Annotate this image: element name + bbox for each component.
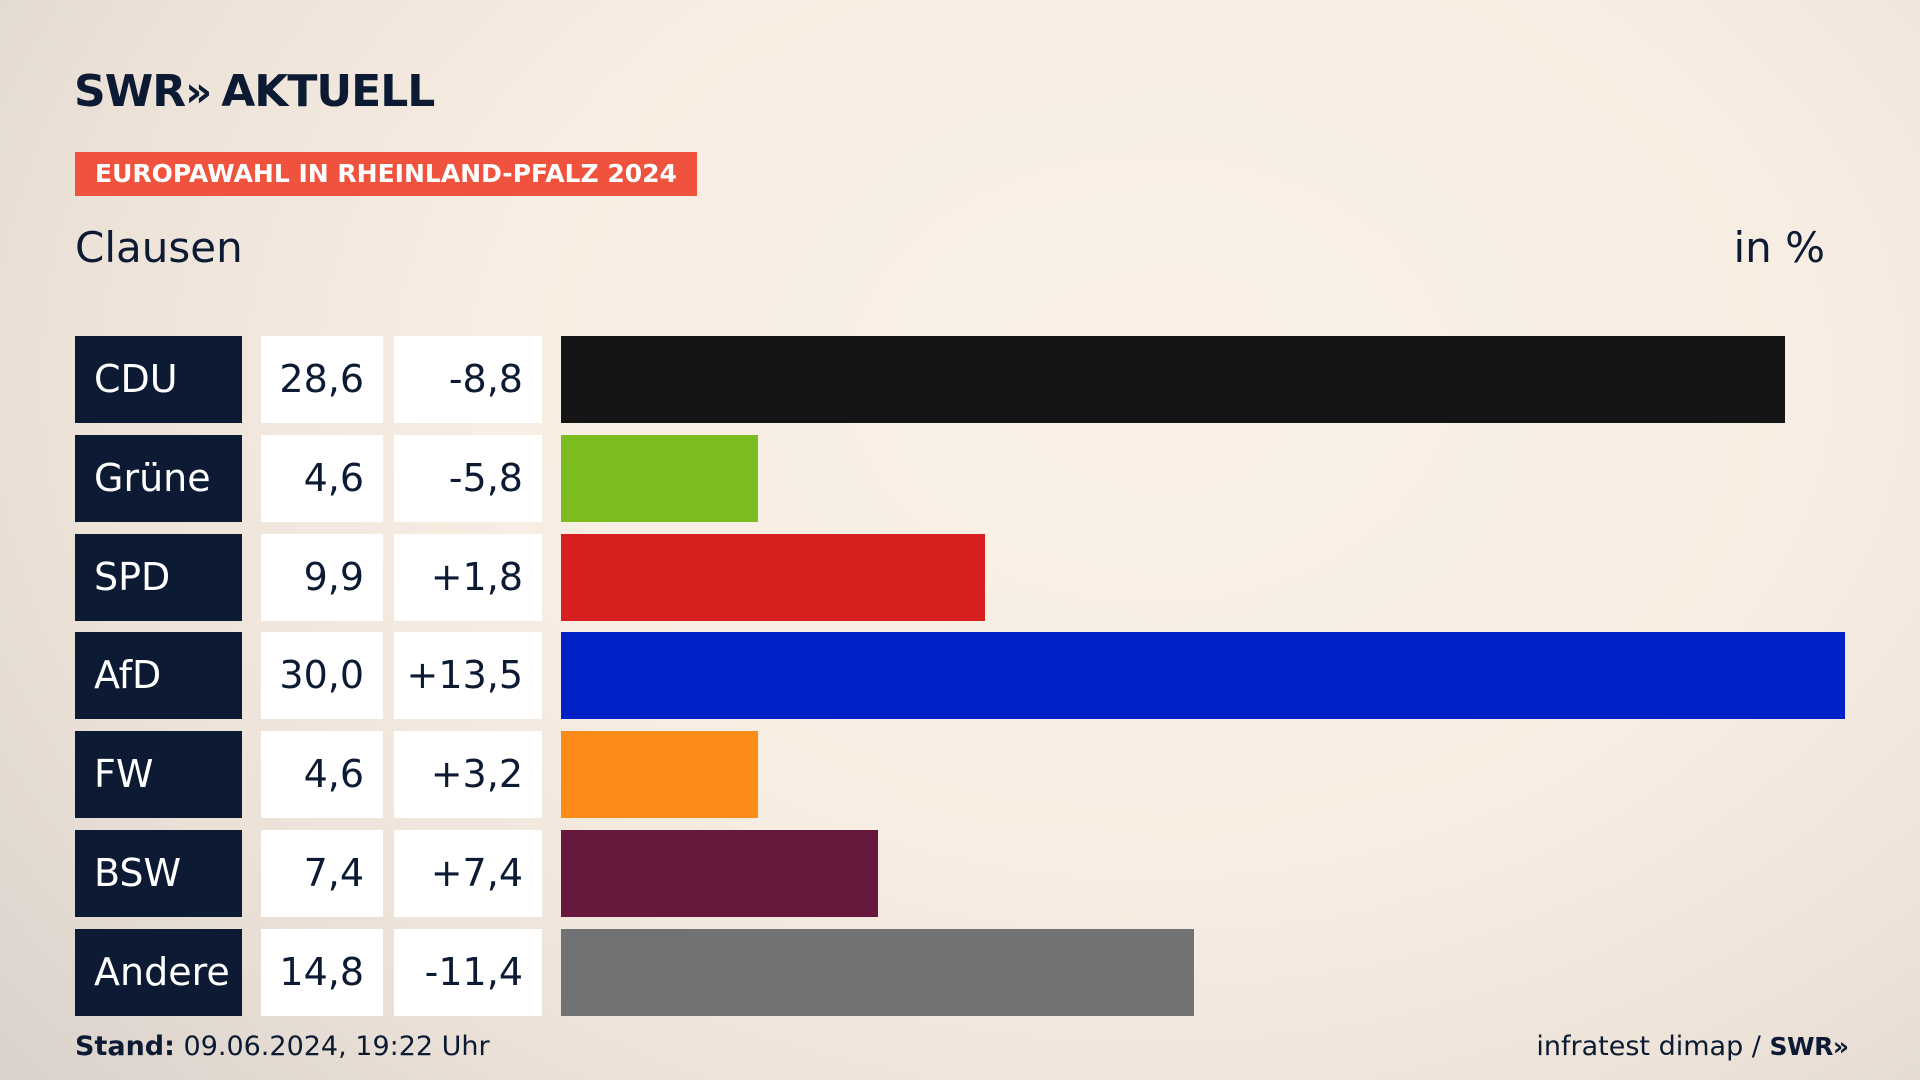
diff-value: +3,2 — [394, 731, 542, 819]
diff-value: +13,5 — [394, 632, 542, 720]
unit-label: in % — [1733, 223, 1825, 272]
result-row-andere: Andere 14,8 -11,4 — [0, 928, 1920, 1016]
swr-small-text: SWR — [1769, 1032, 1834, 1061]
share-value: 28,6 — [261, 336, 383, 423]
share-value: 4,6 — [261, 731, 383, 819]
bar-bsw — [561, 830, 878, 917]
diff-value: +7,4 — [394, 830, 542, 917]
stand-label: Stand: — [75, 1031, 175, 1062]
party-label: CDU — [75, 336, 242, 423]
result-row-cdu: CDU 28,6 -8,8 — [0, 336, 1920, 423]
bar-afd — [561, 632, 1845, 720]
bar-grüne — [561, 434, 758, 522]
bar-fw — [561, 731, 758, 819]
party-label: SPD — [75, 533, 242, 621]
source-text: infratest dimap / — [1536, 1031, 1761, 1062]
share-value: 14,8 — [261, 928, 383, 1016]
bar-andere — [561, 928, 1195, 1016]
logo-swr-text: SWR — [74, 66, 186, 117]
election-tag: EUROPAWAHL IN RHEINLAND-PFALZ 2024 — [75, 152, 697, 196]
timestamp: Stand: 09.06.2024, 19:22 Uhr — [75, 1030, 490, 1064]
share-value: 9,9 — [261, 533, 383, 621]
bar-spd — [561, 533, 985, 621]
logo-chevron-icon: » — [185, 67, 212, 116]
share-value: 7,4 — [261, 830, 383, 917]
party-label: FW — [75, 731, 242, 819]
share-value: 30,0 — [261, 632, 383, 720]
stand-value: 09.06.2024, 19:22 Uhr — [183, 1031, 490, 1062]
party-label: Andere — [75, 928, 242, 1016]
share-value: 4,6 — [261, 434, 383, 522]
result-row-spd: SPD 9,9 +1,8 — [0, 533, 1920, 621]
party-label: AfD — [75, 632, 242, 720]
result-row-bsw: BSW 7,4 +7,4 — [0, 830, 1920, 917]
swr-small-chevron-icon: » — [1832, 1032, 1849, 1061]
diff-value: -11,4 — [394, 928, 542, 1016]
party-label: Grüne — [75, 434, 242, 522]
logo-aktuell-text: AKTUELL — [221, 66, 435, 117]
bar-cdu — [561, 336, 1786, 423]
swr-aktuell-logo: SWR» AKTUELL — [74, 66, 435, 118]
diff-value: -5,8 — [394, 434, 542, 522]
source-credit: infratest dimap / SWR» — [1536, 1030, 1850, 1064]
result-row-grüne: Grüne 4,6 -5,8 — [0, 434, 1920, 522]
region-title: Clausen — [75, 223, 243, 272]
party-label: BSW — [75, 830, 242, 917]
swr-small-logo: SWR» — [1769, 1032, 1850, 1061]
diff-value: -8,8 — [394, 336, 542, 423]
diff-value: +1,8 — [394, 533, 542, 621]
result-row-fw: FW 4,6 +3,2 — [0, 731, 1920, 819]
result-row-afd: AfD 30,0 +13,5 — [0, 632, 1920, 720]
